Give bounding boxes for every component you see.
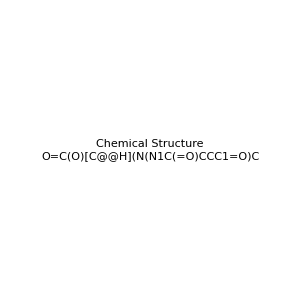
Text: Chemical Structure
O=C(O)[C@@H](N(N1C(=O)CCC1=O)C: Chemical Structure O=C(O)[C@@H](N(N1C(=O…: [41, 139, 259, 161]
